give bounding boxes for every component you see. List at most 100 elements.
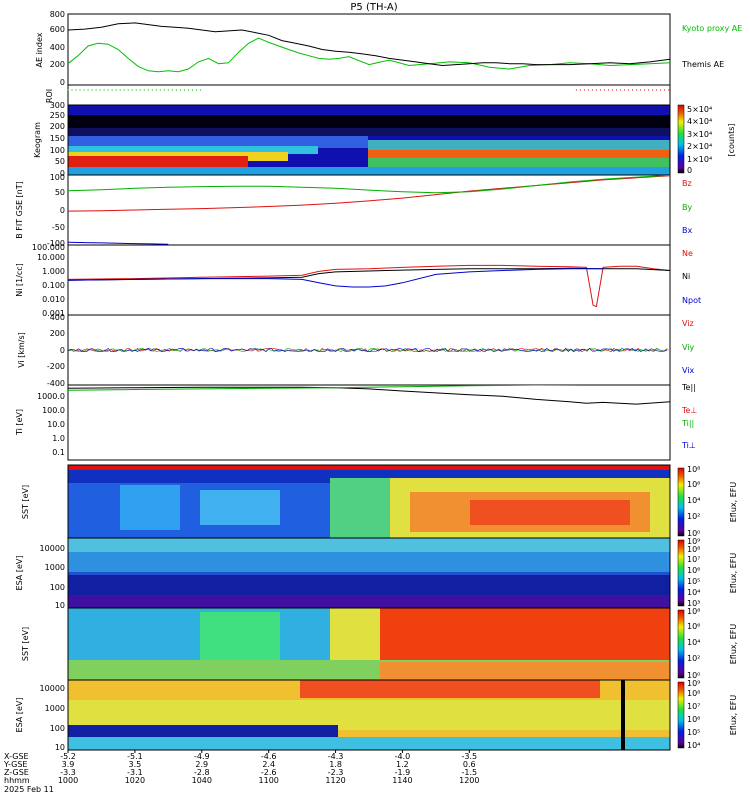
bx-line [68, 241, 169, 245]
colorbar-tick: 10⁶ [687, 715, 700, 724]
keogram-yticks: 0 50 100 150 200 250 300 [50, 101, 65, 178]
footer-tick-z: -3.3 [60, 768, 76, 777]
roi-dot [611, 89, 614, 91]
colorbar-tick: 10⁴ [687, 638, 700, 647]
colorbar-tick: 10⁸ [687, 689, 700, 698]
esa-electron-spectrogram [68, 538, 670, 608]
roi-dot [151, 89, 153, 91]
colorbar-tick: 10⁸ [687, 465, 700, 474]
legend-by: By [682, 203, 692, 212]
bfield-ytick: -100 [47, 239, 65, 248]
density-yticks: 0.001 0.010 0.100 1.000 10.000 100.000 [32, 243, 65, 318]
roi-dot [591, 89, 594, 91]
footer-row-labels: X-GSE Y-GSE Z-GSE hhmm 2025 Feb 11 [3, 752, 54, 794]
temperature-ylabel: Ti [eV] [15, 409, 24, 436]
esa-ion-ytick: 100 [50, 724, 65, 733]
density-ytick: 0.010 [42, 295, 65, 304]
te-par-line [68, 386, 670, 405]
legend-npot: Npot [682, 296, 701, 305]
colorbar-tick: 3×10⁴ [687, 130, 712, 139]
colorbar-tick: 10⁹ [687, 679, 700, 688]
bfield-ytick: 100 [50, 173, 65, 182]
legend-viz: Viz [682, 319, 694, 328]
roi-dot [640, 89, 642, 91]
footer-tick-x: -5.2 [60, 752, 76, 761]
roi-dot [155, 89, 157, 91]
esa-ion-spectrogram [68, 680, 670, 750]
density-ytick: 0.001 [42, 309, 65, 318]
footer-tick-x: -4.0 [395, 752, 411, 761]
roi-dot [163, 89, 165, 91]
colorbar-tick: 10⁸ [687, 545, 700, 554]
roi-dot [139, 89, 141, 91]
roi-dot [75, 89, 77, 91]
roi-dot [131, 89, 133, 91]
roi-dot [115, 89, 117, 91]
keogram-ytick: 250 [50, 111, 65, 120]
roi-dot [619, 89, 622, 91]
roi-dot [171, 89, 173, 91]
roi-dot [195, 89, 197, 91]
keogram-ytick: 50 [55, 157, 65, 166]
roi-dot [187, 89, 189, 91]
colorbar-tick: 10⁹ [687, 537, 700, 546]
legend-vix: Vix [682, 366, 695, 375]
date-label: 2025 Feb 11 [4, 785, 54, 794]
legend-te-par: Te|| [681, 383, 696, 392]
colorbar-tick: 10⁴ [687, 496, 700, 505]
footer-tick-time: 1040 [192, 776, 212, 785]
keogram-ytick: 150 [50, 134, 65, 143]
roi-dot [636, 89, 638, 91]
footer-tick-time: 1140 [392, 776, 412, 785]
temperature-ytick: 1000.0 [37, 392, 65, 401]
colorbar-label: Eflux, EFU [729, 482, 738, 523]
keogram-ytick: 200 [50, 122, 65, 131]
roi-dot [595, 89, 598, 91]
roi-dot [111, 89, 113, 91]
roi-dot [631, 89, 634, 91]
roi-dot [607, 89, 610, 91]
themis-ae-line [68, 22, 670, 67]
roi-dot [67, 89, 69, 91]
footer-tick-x: -5.1 [127, 752, 143, 761]
footer-tick-time: 1120 [325, 776, 345, 785]
footer-tick-z: -2.6 [261, 768, 277, 777]
footer-tick-x: -3.5 [461, 752, 477, 761]
colorbar-esa-ion: 10⁴ 10⁵ 10⁶ 10⁷ 10⁸ 10⁹ Eflux, EFU [677, 679, 738, 750]
colorbar-tick: 10⁷ [687, 702, 700, 711]
footer-tick-z: -2.3 [328, 768, 344, 777]
roi-dot [99, 89, 101, 91]
roi-dot [143, 89, 145, 91]
esa-ion-ylabel: ESA [eV] [15, 698, 24, 733]
bfield-ytick: 50 [55, 188, 65, 197]
bz-line [68, 175, 670, 212]
colorbar-tick: 10³ [687, 599, 700, 608]
ae-ytick: 0 [60, 78, 65, 87]
vix-line [67, 347, 668, 353]
colorbar-label: Eflux, EFU [729, 695, 738, 736]
roi-dot [119, 89, 121, 91]
colorbar-sst-electron: 10⁰ 10² 10⁴ 10⁶ 10⁸ Eflux, EFU [677, 465, 738, 538]
roi-dot [627, 89, 630, 91]
roi-dot [107, 89, 109, 91]
colorbar-tick: 10⁸ [687, 607, 700, 616]
roi-ylabel: ROI [45, 89, 54, 103]
footer-tick-time: 1200 [459, 776, 479, 785]
roi-dot [91, 89, 93, 91]
colorbar-tick: 10⁵ [687, 728, 700, 737]
bfield-ytick: -50 [52, 223, 65, 232]
roi-dot [660, 89, 662, 91]
roi-dot [656, 89, 658, 91]
roi-dot [191, 89, 193, 91]
ti-par-line [68, 385, 584, 391]
roi-dot [87, 89, 89, 91]
footer-tick-x: -4.6 [261, 752, 277, 761]
footer-tick-y: 2.4 [262, 760, 275, 769]
footer-row-label: X-GSE [4, 752, 29, 761]
roi-dot [599, 89, 602, 91]
footer-ticks: -5.23.9-3.31000-5.13.5-3.11020-4.92.9-2.… [58, 750, 479, 785]
colorbar-tick: 10⁴ [687, 741, 700, 750]
colorbar-tick: 5×10⁴ [687, 105, 712, 114]
velocity-ytick: -200 [47, 362, 65, 371]
